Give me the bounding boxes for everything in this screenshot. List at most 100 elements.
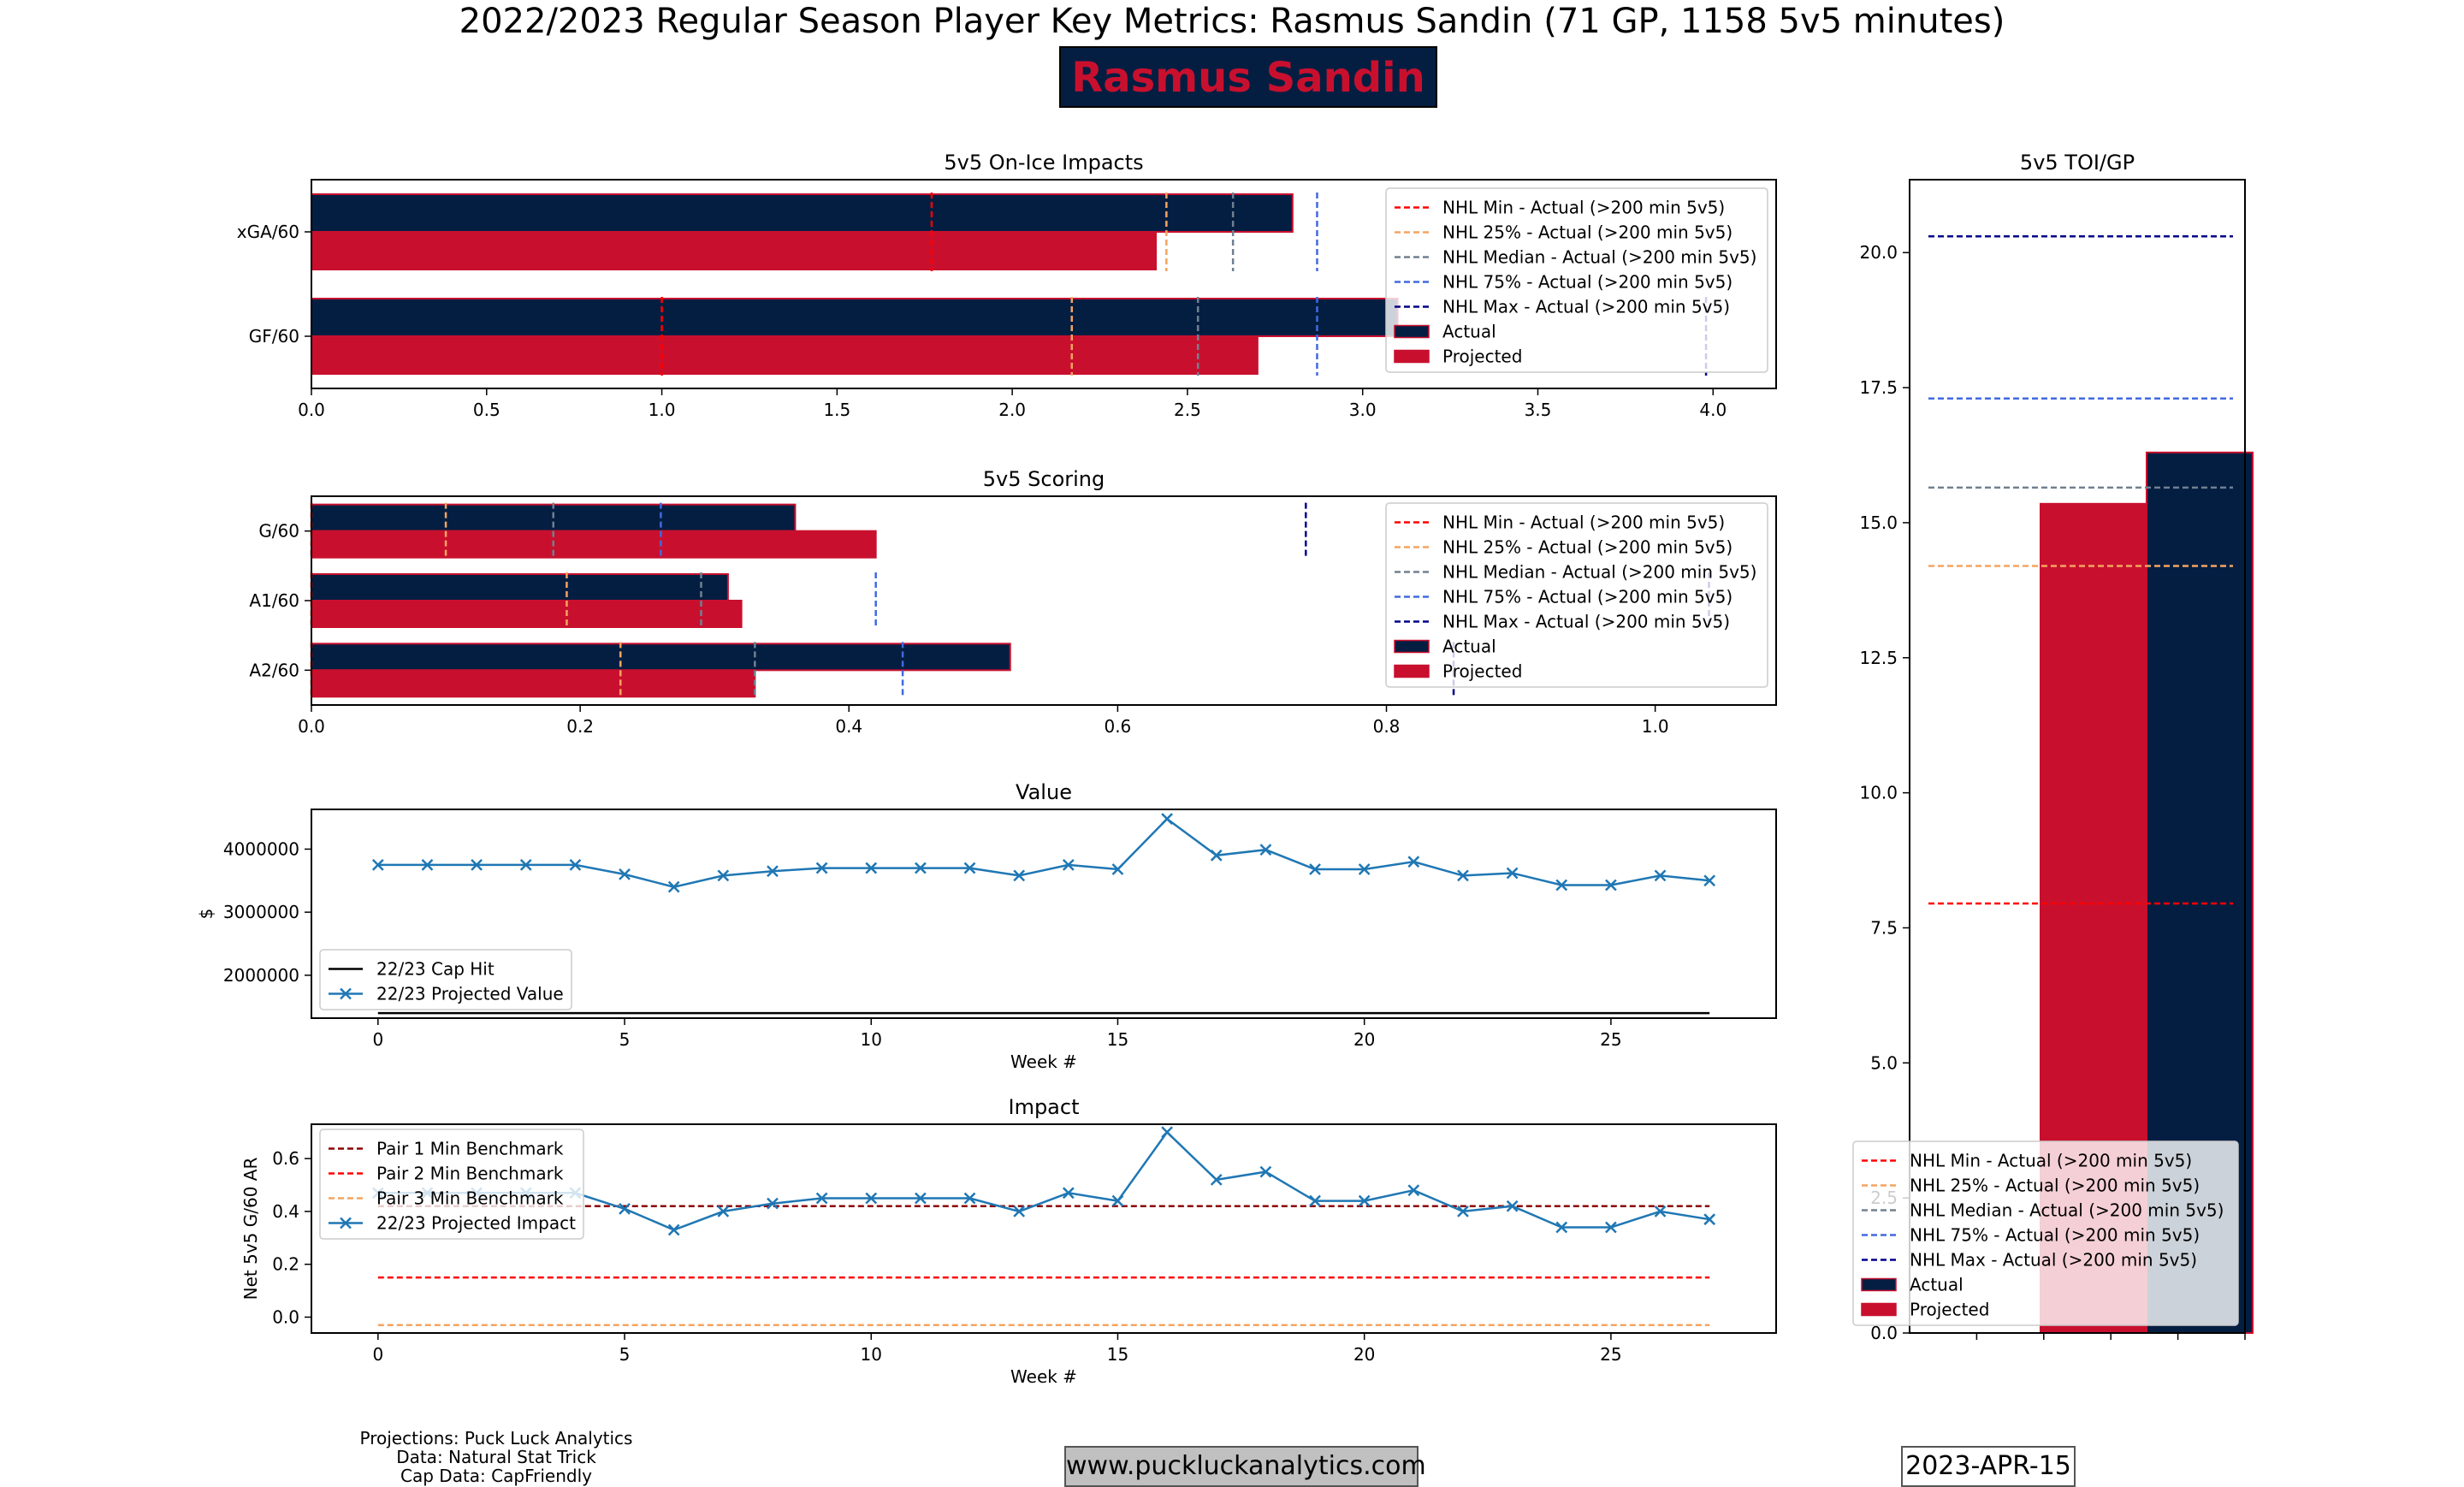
impact-xtick-label: 10 (861, 1344, 882, 1365)
impact-ylabel: Net 5v5 G/60 AR (240, 1158, 261, 1300)
impacts-xtick-label: 1.0 (649, 400, 676, 420)
toi-axes-frame (1909, 179, 2246, 1334)
impact-legend-label: Pair 2 Min Benchmark (376, 1164, 564, 1184)
impact-ytick-label: 0.6 (272, 1148, 299, 1169)
toi-legend-label: Projected (1910, 1300, 1989, 1320)
impact-point (1210, 1173, 1223, 1186)
toi-ytick-label: 15.0 (1859, 512, 1898, 533)
impact-xtick-label: 25 (1600, 1344, 1621, 1365)
impact-legend-label: 22/23 Projected Impact (376, 1213, 576, 1234)
value-point (1259, 844, 1272, 856)
impact-point (1605, 1221, 1617, 1234)
impacts-legend-label: NHL Max - Actual (>200 min 5v5) (1442, 297, 1730, 317)
value-chart: 0 5 10 15 20 25 2000000 3000000 4000000 Week # $ Va… (196, 780, 1777, 1072)
impact-point (1013, 1206, 1026, 1217)
impacts-xtick-label: 0.5 (473, 400, 500, 420)
impact-point (1506, 1200, 1519, 1212)
impact-point (915, 1192, 927, 1205)
value-point (915, 862, 927, 874)
scoring-legend-label: NHL Max - Actual (>200 min 5v5) (1442, 612, 1730, 632)
value-title: Value (1016, 780, 1072, 804)
credit-projections: Projections: Puck Luck Analytics (359, 1428, 633, 1448)
impact-point (1407, 1184, 1420, 1197)
impacts-ytick-label: xGA/60 (237, 222, 299, 242)
impact-xtick-label: 20 (1353, 1344, 1375, 1365)
value-axes-frame (311, 809, 1777, 1019)
scoring-bar-projected (311, 600, 743, 628)
value-xtick-label: 25 (1600, 1029, 1621, 1050)
impacts-legend-label: NHL Min - Actual (>200 min 5v5) (1442, 198, 1725, 218)
scoring-legend-label: NHL Median - Actual (>200 min 5v5) (1442, 562, 1756, 583)
website-label: www.puckluckanalytics.com (1064, 1446, 1426, 1487)
impact-xtick-label: 0 (372, 1344, 383, 1365)
impact-point (1457, 1206, 1469, 1217)
scoring-xtick-label: 0.4 (835, 716, 862, 737)
value-ylabel: $ (196, 909, 216, 920)
impact-legend-marker (340, 1217, 352, 1229)
toi-ytick-label: 20.0 (1859, 242, 1898, 263)
value-point (865, 862, 878, 874)
toi-legend-label: NHL Max - Actual (>200 min 5v5) (1910, 1250, 2197, 1271)
value-point (1605, 879, 1617, 892)
credit-data: Data: Natural Stat Trick (396, 1447, 596, 1467)
impact-legend-label: Pair 1 Min Benchmark (376, 1139, 564, 1159)
value-legend-box (319, 949, 572, 1010)
value-point (1358, 863, 1371, 875)
scoring-xtick-label: 0.2 (566, 716, 594, 737)
scoring-chart: G/60 A1/60 A2/60 0.0 0.2 0.4 0.6 0.8 1.0 5v5 Scor… (249, 467, 1777, 737)
toi-legend-box (1852, 1140, 2239, 1326)
impact-xtick-label: 15 (1107, 1344, 1128, 1365)
value-xtick-label: 15 (1107, 1029, 1128, 1050)
impacts-xtick-label: 0.0 (298, 400, 325, 420)
impact-point (865, 1192, 878, 1205)
value-point (667, 880, 680, 893)
impacts-legend-label: Actual (1442, 322, 1496, 342)
scoring-ytick-label: G/60 (258, 521, 299, 542)
impact-ytick-label: 0.2 (272, 1254, 299, 1275)
player-name-banner: Rasmus Sandin (1059, 46, 1437, 108)
scoring-bar-projected (311, 530, 877, 559)
scoring-axes-frame (311, 495, 1777, 706)
impact-point (1703, 1213, 1716, 1226)
value-point (619, 868, 631, 880)
impacts-xtick-label: 2.0 (998, 400, 1026, 420)
impact-legend-label: Pair 3 Min Benchmark (376, 1188, 564, 1209)
impact-title: Impact (1008, 1095, 1079, 1119)
value-point (371, 858, 384, 871)
value-point (1161, 813, 1173, 825)
value-legend-marker (340, 987, 352, 1000)
value-point (421, 858, 434, 871)
scoring-legend-swatch (1394, 639, 1430, 654)
impact-point (963, 1192, 976, 1205)
impacts-bar-actual (311, 193, 1294, 233)
impact-ytick-label: 0.4 (272, 1201, 299, 1222)
toi-ytick-label: 5.0 (1870, 1052, 1898, 1073)
value-point (519, 858, 532, 871)
value-point (1457, 869, 1469, 882)
impact-point (667, 1223, 680, 1236)
value-point (717, 869, 730, 882)
impact-point (767, 1197, 779, 1210)
impacts-legend-label: Projected (1442, 347, 1522, 367)
value-series-line (377, 817, 1710, 888)
value-xtick-label: 0 (372, 1029, 383, 1050)
value-point (1506, 867, 1519, 880)
scoring-ytick-label: A2/60 (249, 660, 299, 680)
value-ytick-label: 2000000 (223, 965, 299, 986)
value-point (767, 865, 779, 878)
impact-point (1654, 1206, 1667, 1217)
value-point (1654, 869, 1667, 882)
toi-legend-swatch (1861, 1302, 1897, 1317)
value-point (1407, 856, 1420, 868)
scoring-xtick-label: 0.6 (1104, 716, 1131, 737)
scoring-bar-projected (311, 669, 756, 698)
scoring-legend-label: Projected (1442, 661, 1522, 682)
impact-point (619, 1202, 631, 1215)
impact-point (1062, 1187, 1075, 1200)
page-title: 2022/2023 Regular Season Player Key Metr… (459, 2, 2005, 41)
toi-ytick-label: 12.5 (1859, 648, 1898, 668)
scoring-xtick-label: 0.8 (1373, 716, 1401, 737)
value-xtick-label: 20 (1353, 1029, 1375, 1050)
value-point (963, 862, 976, 874)
